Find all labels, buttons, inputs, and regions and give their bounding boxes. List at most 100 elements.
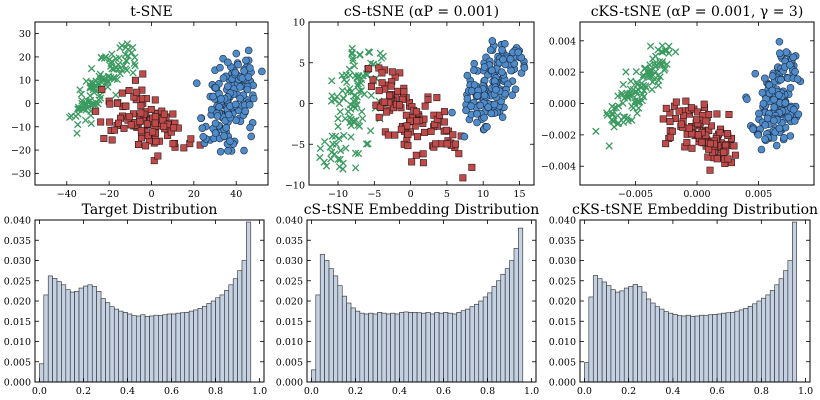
y-tick-label: 5 xyxy=(299,58,305,69)
scatter-point-x xyxy=(354,121,362,129)
scatter-point-square xyxy=(424,95,432,103)
histogram-bar xyxy=(162,314,168,383)
scatter-point-x xyxy=(619,99,627,107)
scatter-point-circle xyxy=(775,49,784,58)
scatter-point-x xyxy=(327,155,335,163)
scatter-point-x xyxy=(336,108,344,116)
panel-title: cKS-tSNE Embedding Distribution xyxy=(572,202,818,218)
scatter-point-x xyxy=(328,77,336,85)
scatter-point-x xyxy=(605,142,613,150)
histogram-bar xyxy=(792,221,798,383)
histogram-bar xyxy=(166,313,172,383)
scatter-point-x xyxy=(355,87,363,96)
scatter-point-circle xyxy=(775,37,784,46)
histogram-bar xyxy=(659,308,665,383)
y-tick-label: −30 xyxy=(11,169,31,180)
scatter-point-x xyxy=(115,54,123,62)
histogram-bar xyxy=(592,275,598,383)
scatter-point-square xyxy=(375,113,383,121)
scatter-point-x xyxy=(97,53,105,62)
scatter-point-circle xyxy=(224,146,232,155)
histogram-bar xyxy=(438,312,444,383)
scatter-point-x xyxy=(650,75,659,83)
histogram-bar xyxy=(202,305,208,383)
scatter-point-circle xyxy=(197,114,205,123)
scatter-point-circle xyxy=(192,79,201,88)
scatter-point-x xyxy=(104,73,112,81)
scatter-point-x xyxy=(110,73,118,82)
histogram-bar xyxy=(677,315,683,383)
scatter-point-x xyxy=(665,49,673,57)
scatter-point-circle xyxy=(781,99,790,107)
scatter-point-x xyxy=(334,115,342,123)
histogram-bar xyxy=(341,295,347,383)
scatter-point-circle xyxy=(768,86,777,95)
histogram-bar xyxy=(699,314,705,383)
scatter-point-square xyxy=(147,105,155,113)
scatter-point-x xyxy=(658,58,667,66)
scatter-point-circle xyxy=(247,132,256,141)
histogram-bar xyxy=(328,268,334,383)
scatter-point-square xyxy=(388,68,396,76)
panel-title: cKS-tSNE (αP = 0.001, γ = 3) xyxy=(591,4,804,20)
scatter-point-circle xyxy=(507,66,515,75)
scatter-point-square xyxy=(413,117,421,125)
scatter-point-circle xyxy=(224,58,232,67)
histogram-bar xyxy=(518,227,524,383)
scatter-point-circle xyxy=(462,106,470,115)
scatter-point-square xyxy=(666,109,674,117)
scatter-point-x xyxy=(122,56,130,65)
histogram-bar xyxy=(56,281,62,383)
histogram-bar xyxy=(333,275,339,383)
scatter-point-circle xyxy=(501,39,509,48)
x-tick-label: −20 xyxy=(99,189,119,200)
scatter-point-square xyxy=(151,113,159,121)
histogram-bar xyxy=(131,315,137,383)
scatter-point-circle xyxy=(240,146,248,155)
scatter-point-square xyxy=(386,91,394,99)
scatter-point-x xyxy=(657,47,666,56)
scatter-point-x xyxy=(72,112,80,120)
y-tick-label: −10 xyxy=(11,122,31,133)
scatter-point-square xyxy=(170,124,178,132)
scatter-point-square xyxy=(100,135,108,143)
scatter-point-circle xyxy=(768,72,777,80)
histogram-bar xyxy=(180,312,186,383)
histogram-bar xyxy=(663,311,669,383)
scatter-point-circle xyxy=(775,91,783,99)
histogram-bar xyxy=(113,308,119,383)
scatter-point-x xyxy=(121,65,130,73)
scatter-point-x xyxy=(108,57,116,66)
scatter-point-circle xyxy=(786,61,794,69)
scatter-point-circle xyxy=(480,91,489,100)
histogram-bar xyxy=(171,313,177,383)
scatter-point-square xyxy=(396,101,404,109)
histogram-bar xyxy=(734,310,740,383)
scatter-point-x xyxy=(619,80,627,89)
histogram-bar xyxy=(149,315,155,383)
scatter-point-x xyxy=(334,122,342,131)
scatter-point-circle xyxy=(460,132,469,141)
scatter-point-x xyxy=(349,97,358,105)
scatter-point-x xyxy=(632,67,640,76)
scatter-point-square xyxy=(106,100,114,108)
histogram-bar xyxy=(447,312,453,383)
scatter-point-square xyxy=(713,155,721,163)
scatter-point-square xyxy=(387,82,395,90)
histogram-bar xyxy=(672,314,678,383)
histogram-bar xyxy=(127,313,133,383)
scatter-point-square xyxy=(688,104,696,112)
scatter-point-square xyxy=(118,89,126,97)
histogram-bar xyxy=(416,312,422,383)
x-tick-label: 0 xyxy=(148,189,154,200)
scatter-point-circle xyxy=(222,123,231,132)
scatter-point-square xyxy=(125,113,133,121)
scatter-point-square xyxy=(731,151,739,159)
scatter-point-square xyxy=(443,140,451,148)
scatter-point-x xyxy=(592,127,600,135)
scatter-point-circle xyxy=(468,87,476,95)
x-tick-label: 0.6 xyxy=(710,386,725,397)
scatter-point-x xyxy=(331,132,340,140)
scatter-point-x xyxy=(603,109,611,117)
scatter-point-circle xyxy=(215,103,223,111)
